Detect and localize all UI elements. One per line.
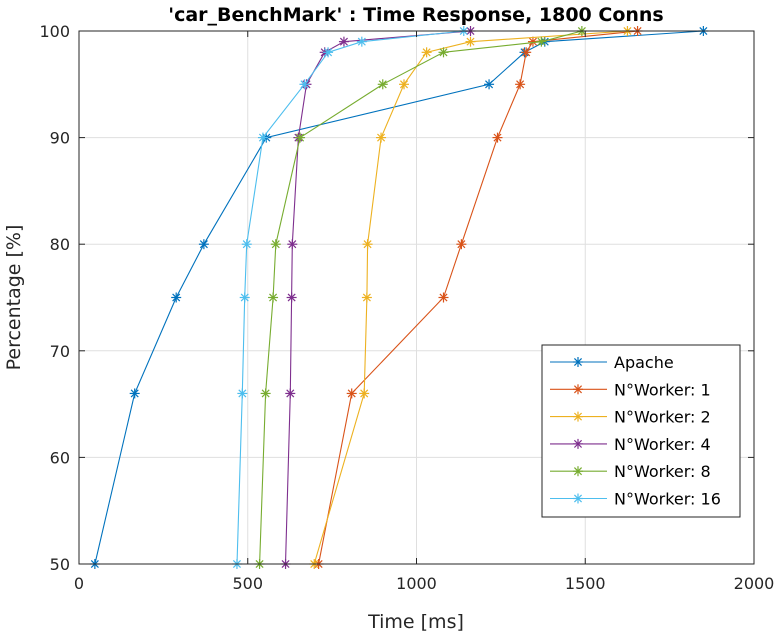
data-point: [438, 47, 449, 58]
y-tick-label: 80: [50, 235, 70, 254]
data-point: [198, 239, 209, 250]
data-point: [260, 388, 271, 399]
data-point: [237, 388, 248, 399]
chart-title: 'car_BenchMark' : Time Response, 1800 Co…: [168, 4, 664, 26]
data-point: [465, 36, 476, 47]
x-tick-label: 2000: [734, 574, 775, 593]
data-point: [359, 388, 370, 399]
y-tick-label: 100: [39, 22, 70, 41]
data-point: [286, 292, 297, 303]
data-point: [287, 239, 298, 250]
data-point: [515, 79, 526, 90]
data-point: [299, 79, 310, 90]
legend-marker: [573, 357, 583, 367]
data-point: [527, 36, 538, 47]
data-point: [376, 132, 387, 143]
legend-marker: [573, 411, 583, 422]
data-point: [346, 388, 357, 399]
x-tick-label: 1500: [565, 574, 606, 593]
series-layer: [89, 26, 709, 569]
y-tick-label: 60: [50, 448, 70, 467]
data-point: [456, 239, 467, 250]
tick-labels: 0 500 1000 1500 2000 50 60 70 80 90 100: [39, 22, 774, 593]
legend-marker: [573, 493, 583, 504]
legend-label: Apache: [614, 353, 674, 372]
legend-label: N°Worker: 4: [614, 435, 711, 454]
y-tick-label: 50: [50, 555, 70, 574]
x-axis-title: Time [ms]: [367, 611, 464, 633]
data-point: [484, 79, 495, 90]
legend-label: N°Worker: 2: [614, 408, 711, 427]
legend-label: N°Worker: 8: [614, 462, 711, 481]
data-point: [356, 36, 367, 47]
data-point: [129, 388, 140, 399]
data-point: [257, 132, 268, 143]
x-tick-label: 0: [74, 574, 84, 593]
legend-item: N°Worker: 8: [550, 462, 711, 481]
data-point: [285, 388, 296, 399]
legend-label: N°Worker: 16: [614, 490, 721, 509]
data-point: [338, 36, 349, 47]
data-point: [521, 47, 532, 58]
y-axis-title: Percentage [%]: [3, 225, 25, 371]
legend-item: N°Worker: 16: [550, 490, 721, 509]
legend-marker: [573, 466, 583, 477]
data-point: [171, 292, 182, 303]
data-point: [377, 79, 388, 90]
legend-item: N°Worker: 2: [550, 408, 711, 427]
y-tick-label: 90: [50, 129, 70, 148]
x-tick-label: 1000: [396, 574, 437, 593]
data-point: [241, 239, 252, 250]
ticks: [78, 30, 755, 565]
legend-item: N°Worker: 4: [550, 435, 711, 454]
data-point: [270, 239, 281, 250]
x-tick-label: 500: [232, 574, 263, 593]
data-point: [492, 132, 503, 143]
legend-marker: [573, 438, 583, 449]
data-point: [438, 292, 449, 303]
legend-box: [541, 344, 741, 518]
data-point: [361, 292, 372, 303]
series-5: [231, 26, 469, 569]
data-point: [323, 47, 334, 58]
data-point: [295, 132, 306, 143]
legend-label: N°Worker: 1: [614, 380, 711, 399]
data-point: [239, 292, 250, 303]
data-point: [362, 239, 373, 250]
legend-marker: [573, 384, 583, 395]
legend: Apache N°Worker: 1 N°Worker: 2 N°Worker: 4 N…: [541, 344, 741, 518]
data-point: [268, 292, 279, 303]
y-tick-label: 70: [50, 342, 70, 361]
legend-item: N°Worker: 1: [550, 380, 711, 399]
data-point: [421, 47, 432, 58]
legend-item: Apache: [550, 353, 674, 372]
data-point: [536, 36, 547, 47]
data-point: [399, 79, 410, 90]
